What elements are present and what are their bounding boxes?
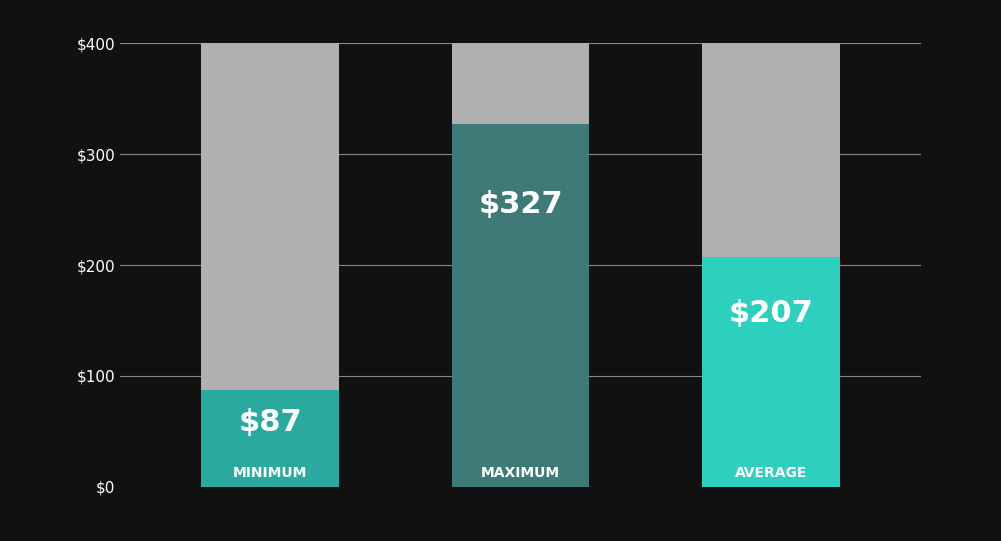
Text: AVERAGE: AVERAGE xyxy=(735,466,807,480)
Bar xyxy=(702,258,840,487)
Bar xyxy=(451,124,590,487)
Text: $207: $207 xyxy=(729,299,813,328)
Bar xyxy=(451,43,590,487)
Text: $327: $327 xyxy=(478,189,563,219)
Text: $87: $87 xyxy=(238,408,302,437)
Bar xyxy=(702,43,840,487)
Text: MAXIMUM: MAXIMUM xyxy=(480,466,561,480)
Bar xyxy=(201,391,339,487)
Text: MINIMUM: MINIMUM xyxy=(233,466,307,480)
Bar xyxy=(201,43,339,487)
